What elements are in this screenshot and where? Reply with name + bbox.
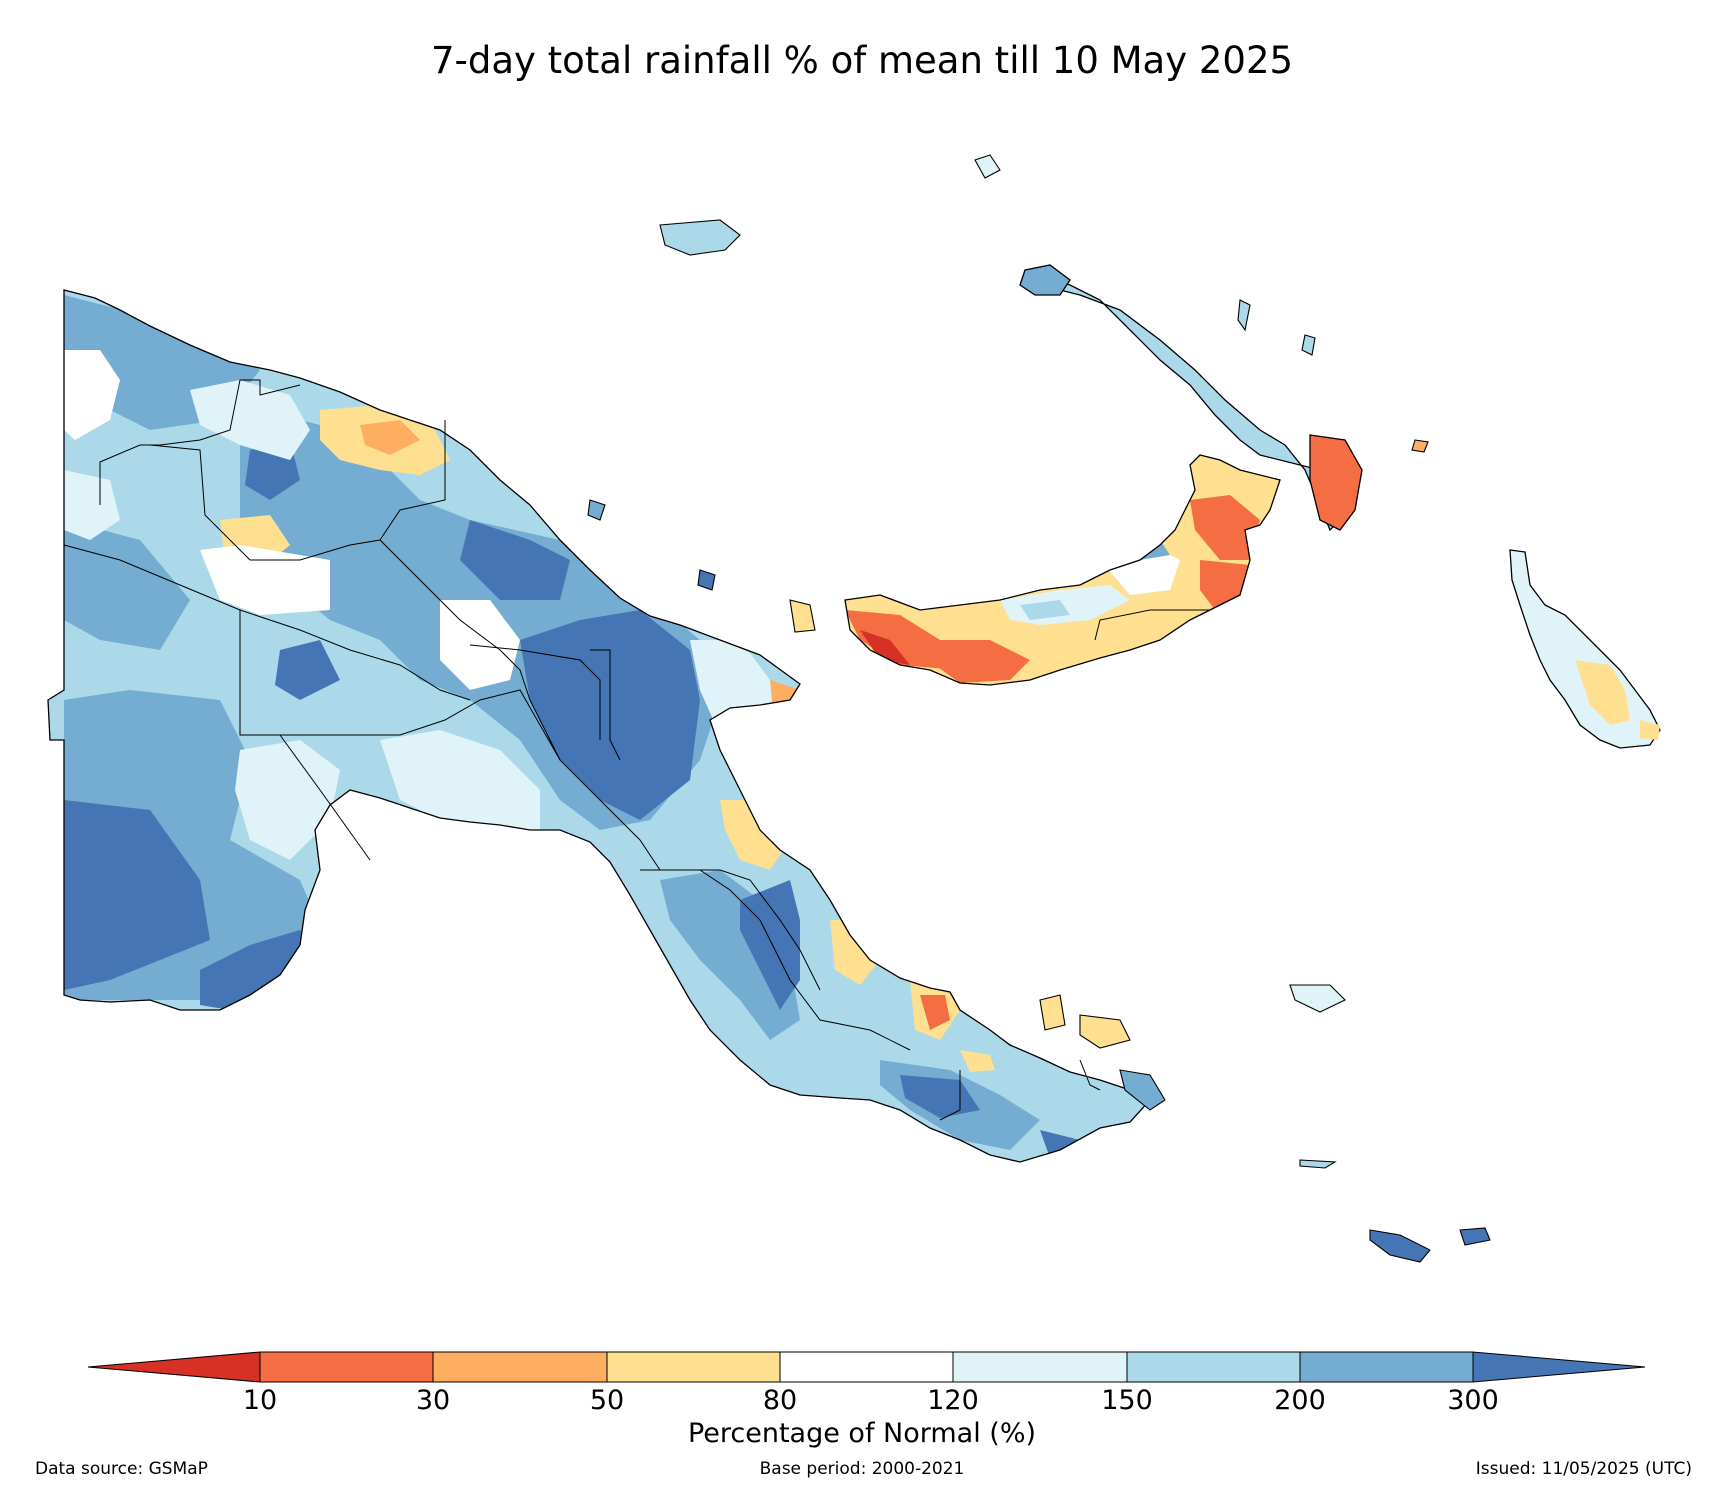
province-borders: [63, 379, 961, 1121]
small-islands: [587, 154, 1491, 1263]
mainland-outline: [47, 289, 1152, 1163]
colorbar-segment-200-300: [1299, 1351, 1474, 1383]
mainland-fill: [48, 290, 1150, 1162]
colorbar-segment-50-80: [606, 1351, 781, 1383]
colorbar-segment-150-200: [1126, 1351, 1301, 1383]
colorbar-segment-120-150: [952, 1351, 1128, 1383]
new-hanover: [1019, 264, 1071, 296]
map-title: 7-day total rainfall % of mean till 10 M…: [430, 39, 1294, 82]
colorbar-tick-30: 30: [415, 1385, 451, 1416]
new-britain-outline: [844, 454, 1281, 686]
colorbar-tick-300: 300: [1447, 1385, 1499, 1416]
issued-date-text: Issued: 11/05/2025 (UTC): [1475, 1459, 1692, 1479]
colorbar-segment-lt-10: [87, 1351, 261, 1383]
colorbar-segment-10-30: [259, 1351, 434, 1383]
colorbar: [87, 1351, 1646, 1383]
data-source-text: Data source: GSMaP: [35, 1459, 208, 1479]
bougainville-island: [1509, 549, 1661, 749]
colorbar-tick-80: 80: [762, 1385, 798, 1416]
rainfall-map: [47, 154, 1661, 1263]
colorbar-tick-150: 150: [1101, 1385, 1153, 1416]
new-britain-fill: [845, 455, 1280, 685]
colorbar-segment-gt-300: [1472, 1351, 1646, 1383]
island-borders: [1079, 1059, 1101, 1091]
new-britain-border: [1094, 609, 1210, 641]
base-period-text: Base period: 2000-2021: [759, 1459, 965, 1479]
colorbar-tick-10: 10: [242, 1385, 278, 1416]
colorbar-tick-120: 120: [927, 1385, 979, 1416]
colorbar-tick-200: 200: [1274, 1385, 1326, 1416]
new-ireland-south: [1309, 434, 1363, 531]
colorbar-segment-30-50: [432, 1351, 608, 1383]
colorbar-segment-80-120: [779, 1351, 954, 1383]
colorbar-tick-50: 50: [589, 1385, 625, 1416]
colorbar-label: Percentage of Normal (%): [687, 1418, 1037, 1449]
